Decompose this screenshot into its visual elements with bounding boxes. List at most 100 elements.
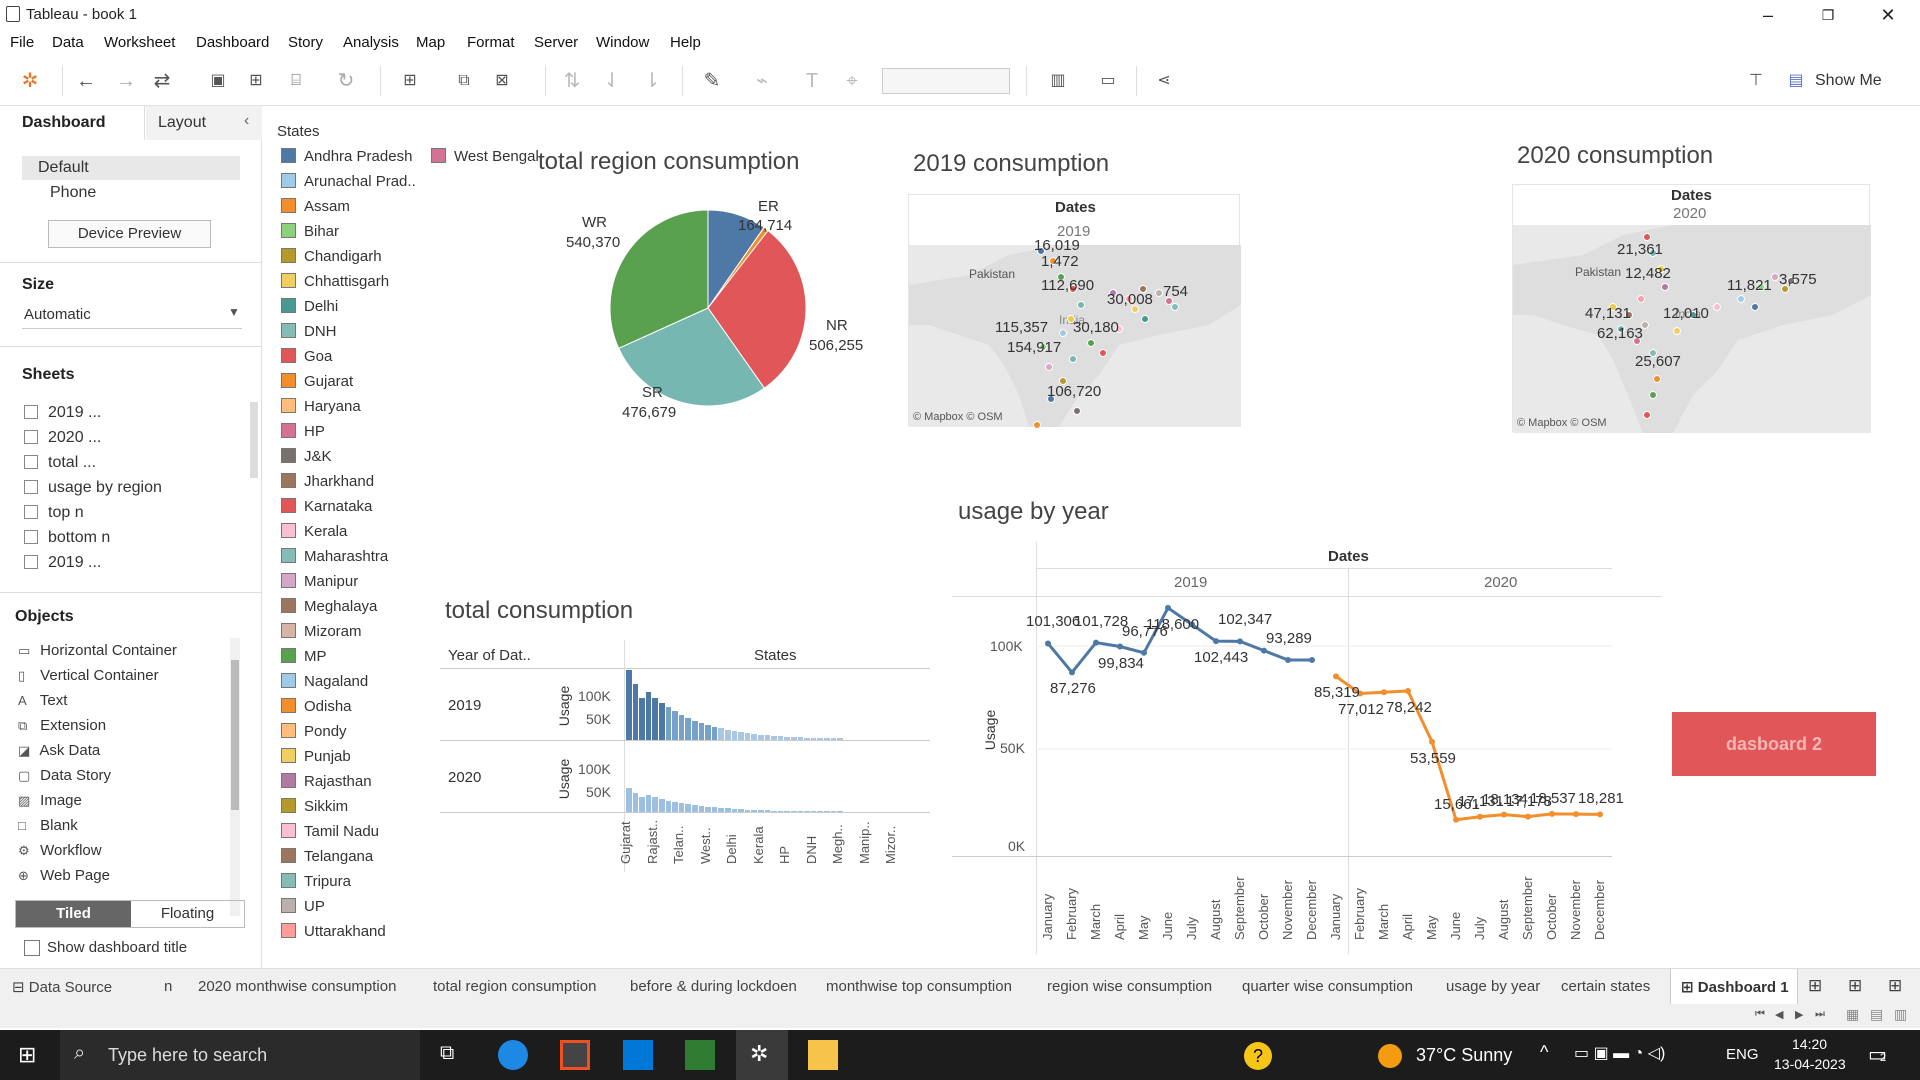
line-point[interactable] — [1453, 816, 1459, 823]
collapse-icon[interactable]: ‹ — [244, 112, 250, 129]
legend-item[interactable]: DNH — [281, 323, 337, 340]
line-point[interactable] — [1405, 687, 1411, 694]
line-point[interactable] — [1501, 811, 1507, 818]
tab-sheet[interactable]: usage by year — [1446, 978, 1541, 995]
show-me-button[interactable]: Show Me — [1815, 72, 1882, 89]
legend-item[interactable]: Telangana — [281, 848, 373, 865]
object-horizontal-container[interactable]: ▭ Horizontal Container — [18, 642, 177, 659]
legend-item[interactable]: Arunachal Prad.. — [281, 173, 416, 190]
line-point[interactable] — [1093, 639, 1099, 646]
series-line-2020[interactable] — [1335, 675, 1601, 822]
tab-sheet[interactable]: monthwise top consumption — [826, 978, 1012, 995]
legend-item[interactable]: Maharashtra — [281, 548, 388, 565]
new-data-source-icon[interactable]: ⊞ — [249, 72, 263, 89]
legend-item[interactable]: Gujarat — [281, 373, 353, 390]
line-point[interactable] — [1309, 656, 1315, 663]
object-extension[interactable]: ⧉ Extension — [18, 717, 106, 734]
labels-icon[interactable]: T — [805, 70, 819, 92]
object-workflow[interactable]: ⚙ Workflow — [18, 842, 102, 859]
legend-item[interactable]: Uttarakhand — [281, 923, 386, 940]
line-point[interactable] — [1477, 813, 1483, 820]
line-point[interactable] — [1069, 669, 1075, 676]
sheet-item[interactable]: usage by region — [24, 479, 162, 501]
new-dashboard-tab-icon[interactable]: ⊞ — [1848, 976, 1863, 995]
taskbar-search[interactable]: ⌕ Type here to search — [60, 1030, 420, 1080]
legend-item[interactable]: Meghalaya — [281, 598, 377, 615]
film-view-icon[interactable]: ▤ — [1870, 1006, 1884, 1022]
menu-data[interactable]: Data — [52, 34, 84, 51]
line-point[interactable] — [1549, 810, 1555, 817]
legend-item[interactable]: Tripura — [281, 873, 351, 890]
legend-item[interactable]: Manipur — [281, 573, 358, 590]
menu-file[interactable]: File — [10, 34, 35, 51]
legend-item[interactable]: Haryana — [281, 398, 361, 415]
legend-item[interactable]: Sikkim — [281, 798, 348, 815]
line-point[interactable] — [1285, 656, 1291, 663]
paint-icon[interactable]: ⊤ — [1749, 72, 1763, 89]
legend-item[interactable]: Chandigarh — [281, 248, 382, 265]
line-point[interactable] — [1117, 643, 1123, 650]
sheet-item[interactable]: top n — [24, 504, 84, 526]
pie-slice-sr[interactable] — [618, 307, 766, 407]
menu-dashboard[interactable]: Dashboard — [196, 34, 270, 51]
objects-scrollbar[interactable] — [230, 638, 240, 916]
prev-page-icon[interactable]: ◀ — [1775, 1009, 1784, 1021]
highlight-icon[interactable]: ✎ — [703, 70, 721, 92]
legend-item[interactable]: Punjab — [281, 748, 351, 765]
legend-item[interactable]: Tamil Nadu — [281, 823, 379, 840]
chevron-down-icon[interactable]: ▼ — [228, 305, 240, 319]
line-point[interactable] — [1357, 690, 1363, 697]
store-icon[interactable] — [560, 1040, 590, 1070]
line-point[interactable] — [1141, 649, 1147, 656]
group-icon[interactable]: ⌁ — [755, 70, 769, 92]
tray-icons[interactable]: ▭ ▣ ▬ ◔ ◁) — [1574, 1045, 1666, 1062]
sheets-scrollbar[interactable] — [250, 402, 258, 478]
language-indicator[interactable]: ENG — [1726, 1046, 1759, 1063]
legend-item[interactable]: Karnataka — [281, 498, 372, 515]
hp-app-icon[interactable] — [623, 1040, 653, 1070]
minimize-icon[interactable]: – — [1762, 5, 1773, 25]
duplicate-icon[interactable]: ⧉ — [458, 72, 470, 89]
legend-item[interactable]: MP — [281, 648, 327, 665]
tableau-icon[interactable]: ✲ — [21, 70, 39, 92]
clock-date[interactable]: 13-04-2023 — [1774, 1056, 1846, 1072]
legend-item[interactable]: HP — [281, 423, 325, 440]
object-ask-data[interactable]: ◪ Ask Data — [18, 742, 100, 759]
tab-sheet[interactable]: n — [164, 978, 173, 995]
sheet-item[interactable]: 2019 ... — [24, 554, 101, 576]
line-point[interactable] — [1525, 813, 1531, 820]
line-point[interactable] — [1333, 673, 1339, 680]
tab-layout[interactable]: Layout ‹ — [146, 106, 262, 140]
menu-story[interactable]: Story — [288, 34, 324, 51]
tab-data-source[interactable]: ⊟ Data Source — [12, 978, 112, 996]
windows-start-icon[interactable]: ⊞ — [18, 1042, 37, 1067]
line-point[interactable] — [1261, 647, 1267, 654]
swap-icon[interactable]: ⇅ — [563, 70, 581, 92]
menu-map[interactable]: Map — [416, 34, 446, 51]
last-page-icon[interactable]: ⏭ — [1815, 1008, 1825, 1020]
new-worksheet-icon[interactable]: ⊞ — [403, 72, 417, 89]
clock-time[interactable]: 14:20 — [1792, 1036, 1828, 1052]
grid-view-icon[interactable]: ▦ — [1846, 1006, 1860, 1022]
menu-window[interactable]: Window — [596, 34, 650, 51]
sheet-item[interactable]: bottom n — [24, 529, 110, 551]
legend-item[interactable]: Goa — [281, 348, 332, 365]
sort-desc-icon[interactable]: ⇂ — [643, 70, 661, 92]
object-web-page[interactable]: ⊕ Web Page — [18, 867, 110, 884]
map2019-map[interactable]: Pakistan India 16,019 1,472 112,690 30,0… — [909, 237, 1241, 429]
next-page-icon[interactable]: ▶ — [1795, 1009, 1804, 1021]
tab-sheet[interactable]: 2020 monthwise consumption — [198, 978, 397, 995]
new-story-tab-icon[interactable]: ⊞ — [1888, 976, 1903, 995]
object-vertical-container[interactable]: ▯ Vertical Container — [18, 667, 159, 684]
clear-sheet-icon[interactable]: ⊠ — [495, 72, 509, 89]
line-point[interactable] — [1237, 638, 1243, 645]
line-point[interactable] — [1429, 738, 1435, 745]
legend-item[interactable]: Assam — [281, 198, 350, 215]
close-icon[interactable]: ✕ — [1880, 5, 1896, 25]
first-page-icon[interactable]: ⏮ — [1755, 1008, 1765, 1020]
device-preview-button[interactable]: Device Preview — [48, 220, 211, 248]
legend-item[interactable]: Chhattisgarh — [281, 273, 389, 290]
legend-item[interactable]: Andhra Pradesh — [281, 148, 412, 165]
legend-item[interactable]: J&K — [281, 448, 332, 465]
weather-text[interactable]: 37°C Sunny — [1416, 1045, 1513, 1065]
